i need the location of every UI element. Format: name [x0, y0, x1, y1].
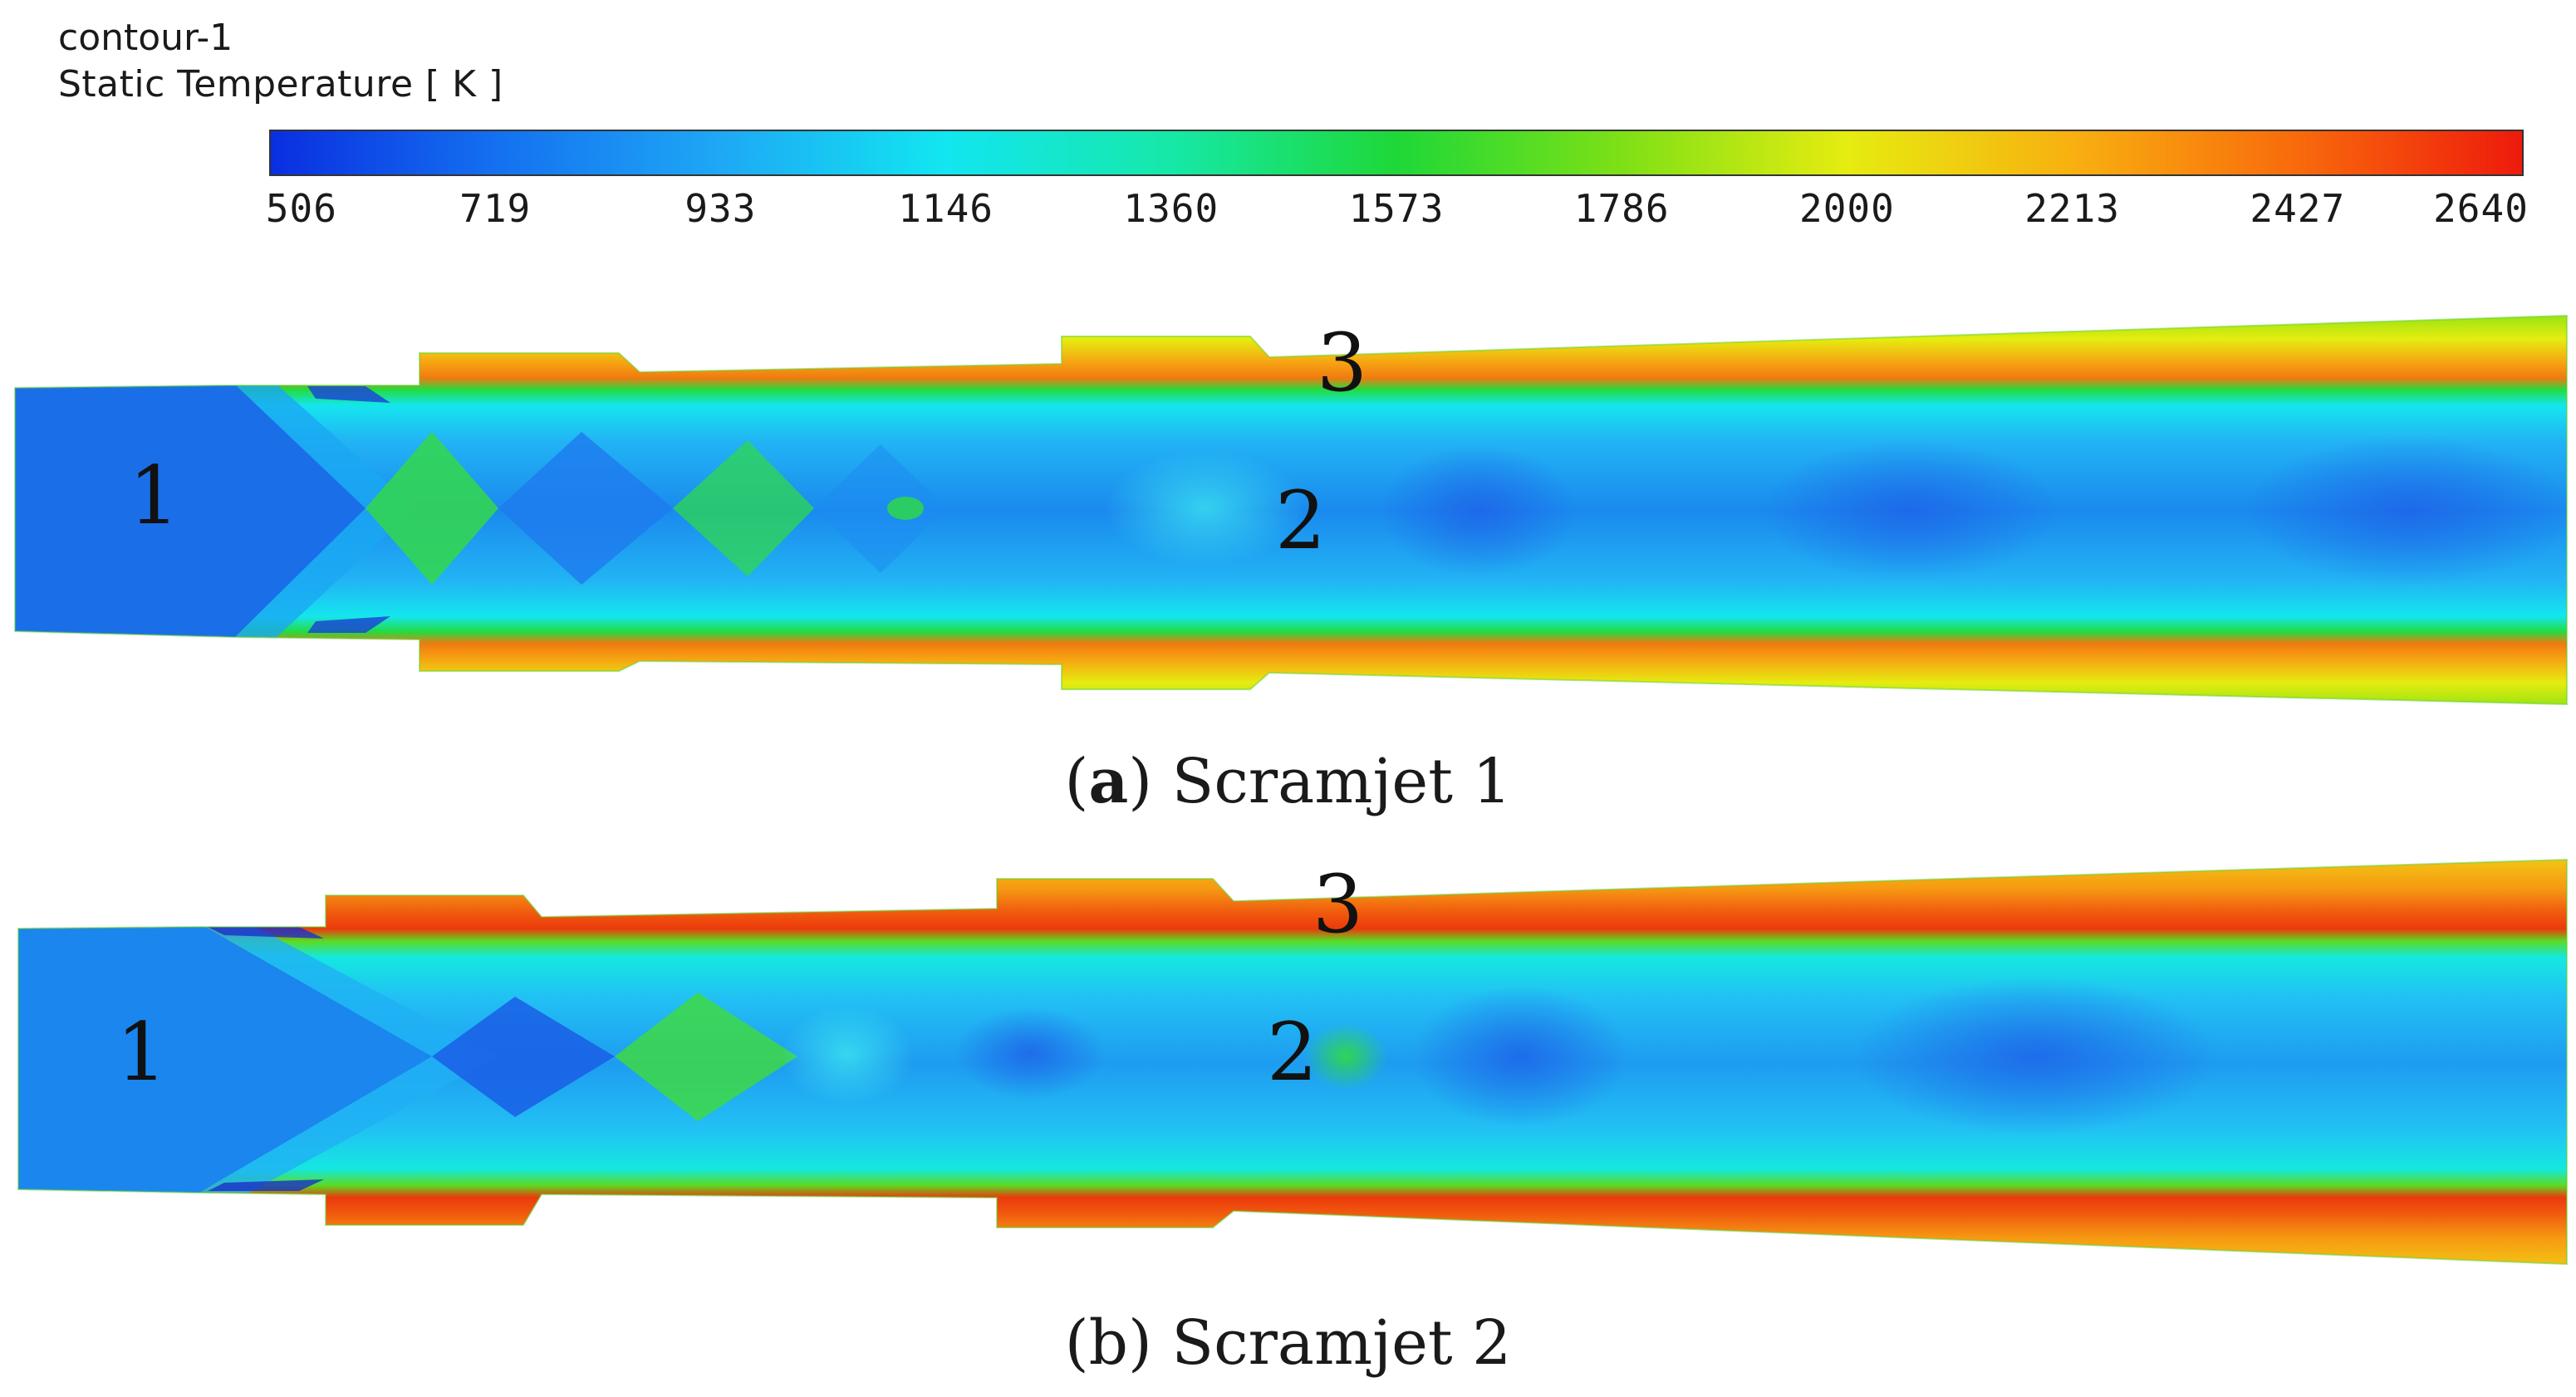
scramjet-2-label-2: 2	[1267, 1006, 1317, 1099]
colorbar-tick-label: 2213	[2024, 186, 2120, 231]
scramjet-1-outline	[14, 314, 2568, 706]
scramjet-2-label-3: 3	[1313, 858, 1363, 951]
colorbar-gradient	[269, 130, 2524, 176]
scramjet-2-contour: 1 2 3	[17, 858, 2568, 1266]
caption-scramjet-2: (b) Scramjet 2	[0, 1307, 2576, 1379]
scramjet-2-label-1: 1	[116, 1006, 167, 1099]
scramjet-1-label-3: 3	[1317, 316, 1367, 409]
colorbar-tick-label: 1786	[1573, 186, 1670, 231]
colorbar-tick-label: 933	[684, 186, 757, 231]
colorbar-tick-label: 2000	[1799, 186, 1895, 231]
colorbar-tick-label: 506	[265, 186, 337, 231]
caption-scramjet-1: (a) Scramjet 1	[1064, 746, 1512, 817]
colorbar-tick-label: 2640	[2433, 186, 2529, 231]
contour-title: contour-1	[58, 17, 233, 59]
colorbar-tick-label: 2427	[2250, 186, 2346, 231]
caption-b-text: Scramjet 2	[1171, 1307, 1512, 1379]
scramjet-1-label-2: 2	[1275, 474, 1326, 567]
scramjet-1-label-1: 1	[129, 449, 179, 542]
caption-b-prefix: (b)	[1064, 1307, 1172, 1379]
caption-a-text: Scramjet 1	[1171, 746, 1512, 817]
quantity-label: Static Temperature [ K ]	[58, 63, 503, 105]
colorbar	[269, 130, 2524, 176]
colorbar-tick-label: 1573	[1348, 186, 1445, 231]
scramjet-1-contour: 1 2 3	[14, 314, 2568, 706]
colorbar-tick-label: 1360	[1123, 186, 1219, 231]
caption-a-letter: a	[1088, 746, 1129, 817]
scramjet-2-outline	[17, 858, 2568, 1266]
colorbar-tick-label: 1146	[898, 186, 994, 231]
colorbar-tick-label: 719	[459, 186, 532, 231]
